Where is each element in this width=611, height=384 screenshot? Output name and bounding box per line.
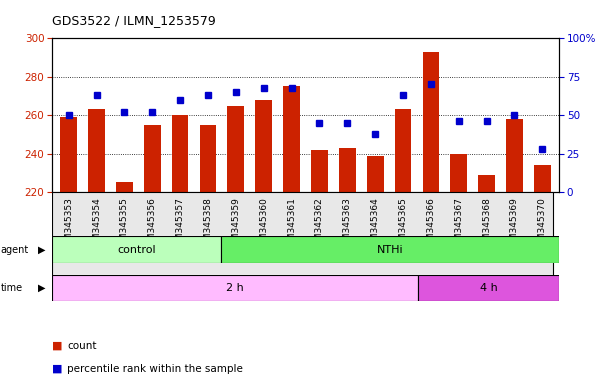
Text: NTHi: NTHi — [377, 245, 403, 255]
Bar — [367, 156, 384, 192]
Bar — [534, 165, 551, 192]
Text: GSM345367: GSM345367 — [454, 197, 463, 252]
Bar — [418, 275, 559, 301]
Bar — [478, 175, 495, 192]
Text: time: time — [1, 283, 23, 293]
Text: agent: agent — [1, 245, 29, 255]
Text: ▶: ▶ — [38, 245, 46, 255]
Text: GSM345360: GSM345360 — [259, 197, 268, 252]
Text: count: count — [67, 341, 97, 351]
Text: ▶: ▶ — [38, 283, 46, 293]
Bar — [88, 109, 105, 192]
Text: GSM345370: GSM345370 — [538, 197, 547, 252]
Text: GSM345358: GSM345358 — [203, 197, 213, 252]
Text: 4 h: 4 h — [480, 283, 497, 293]
Text: GSM345357: GSM345357 — [175, 197, 185, 252]
Bar — [227, 106, 244, 192]
Text: GDS3522 / ILMN_1253579: GDS3522 / ILMN_1253579 — [52, 14, 216, 27]
Text: ■: ■ — [52, 364, 62, 374]
Bar — [311, 150, 327, 192]
Bar — [284, 86, 300, 192]
Text: GSM345366: GSM345366 — [426, 197, 436, 252]
Text: GSM345362: GSM345362 — [315, 197, 324, 252]
Text: GSM345363: GSM345363 — [343, 197, 352, 252]
Bar — [52, 275, 418, 301]
Text: GSM345364: GSM345364 — [371, 197, 379, 252]
Bar — [60, 117, 77, 192]
Bar — [221, 236, 559, 263]
Bar — [52, 236, 221, 263]
Text: control: control — [117, 245, 156, 255]
Text: ■: ■ — [52, 341, 62, 351]
Text: GSM345365: GSM345365 — [398, 197, 408, 252]
Text: GSM345356: GSM345356 — [148, 197, 157, 252]
Bar — [339, 148, 356, 192]
Text: GSM345361: GSM345361 — [287, 197, 296, 252]
Bar — [255, 100, 272, 192]
Text: GSM345353: GSM345353 — [64, 197, 73, 252]
Bar — [144, 125, 161, 192]
Bar — [172, 115, 188, 192]
Text: percentile rank within the sample: percentile rank within the sample — [67, 364, 243, 374]
Text: GSM345354: GSM345354 — [92, 197, 101, 252]
Bar — [506, 119, 523, 192]
Bar — [450, 154, 467, 192]
Bar — [395, 109, 411, 192]
Text: GSM345355: GSM345355 — [120, 197, 129, 252]
Text: 2 h: 2 h — [226, 283, 244, 293]
Bar — [200, 125, 216, 192]
Text: GSM345359: GSM345359 — [232, 197, 240, 252]
Text: GSM345369: GSM345369 — [510, 197, 519, 252]
Bar — [423, 52, 439, 192]
Text: GSM345368: GSM345368 — [482, 197, 491, 252]
Bar — [116, 182, 133, 192]
